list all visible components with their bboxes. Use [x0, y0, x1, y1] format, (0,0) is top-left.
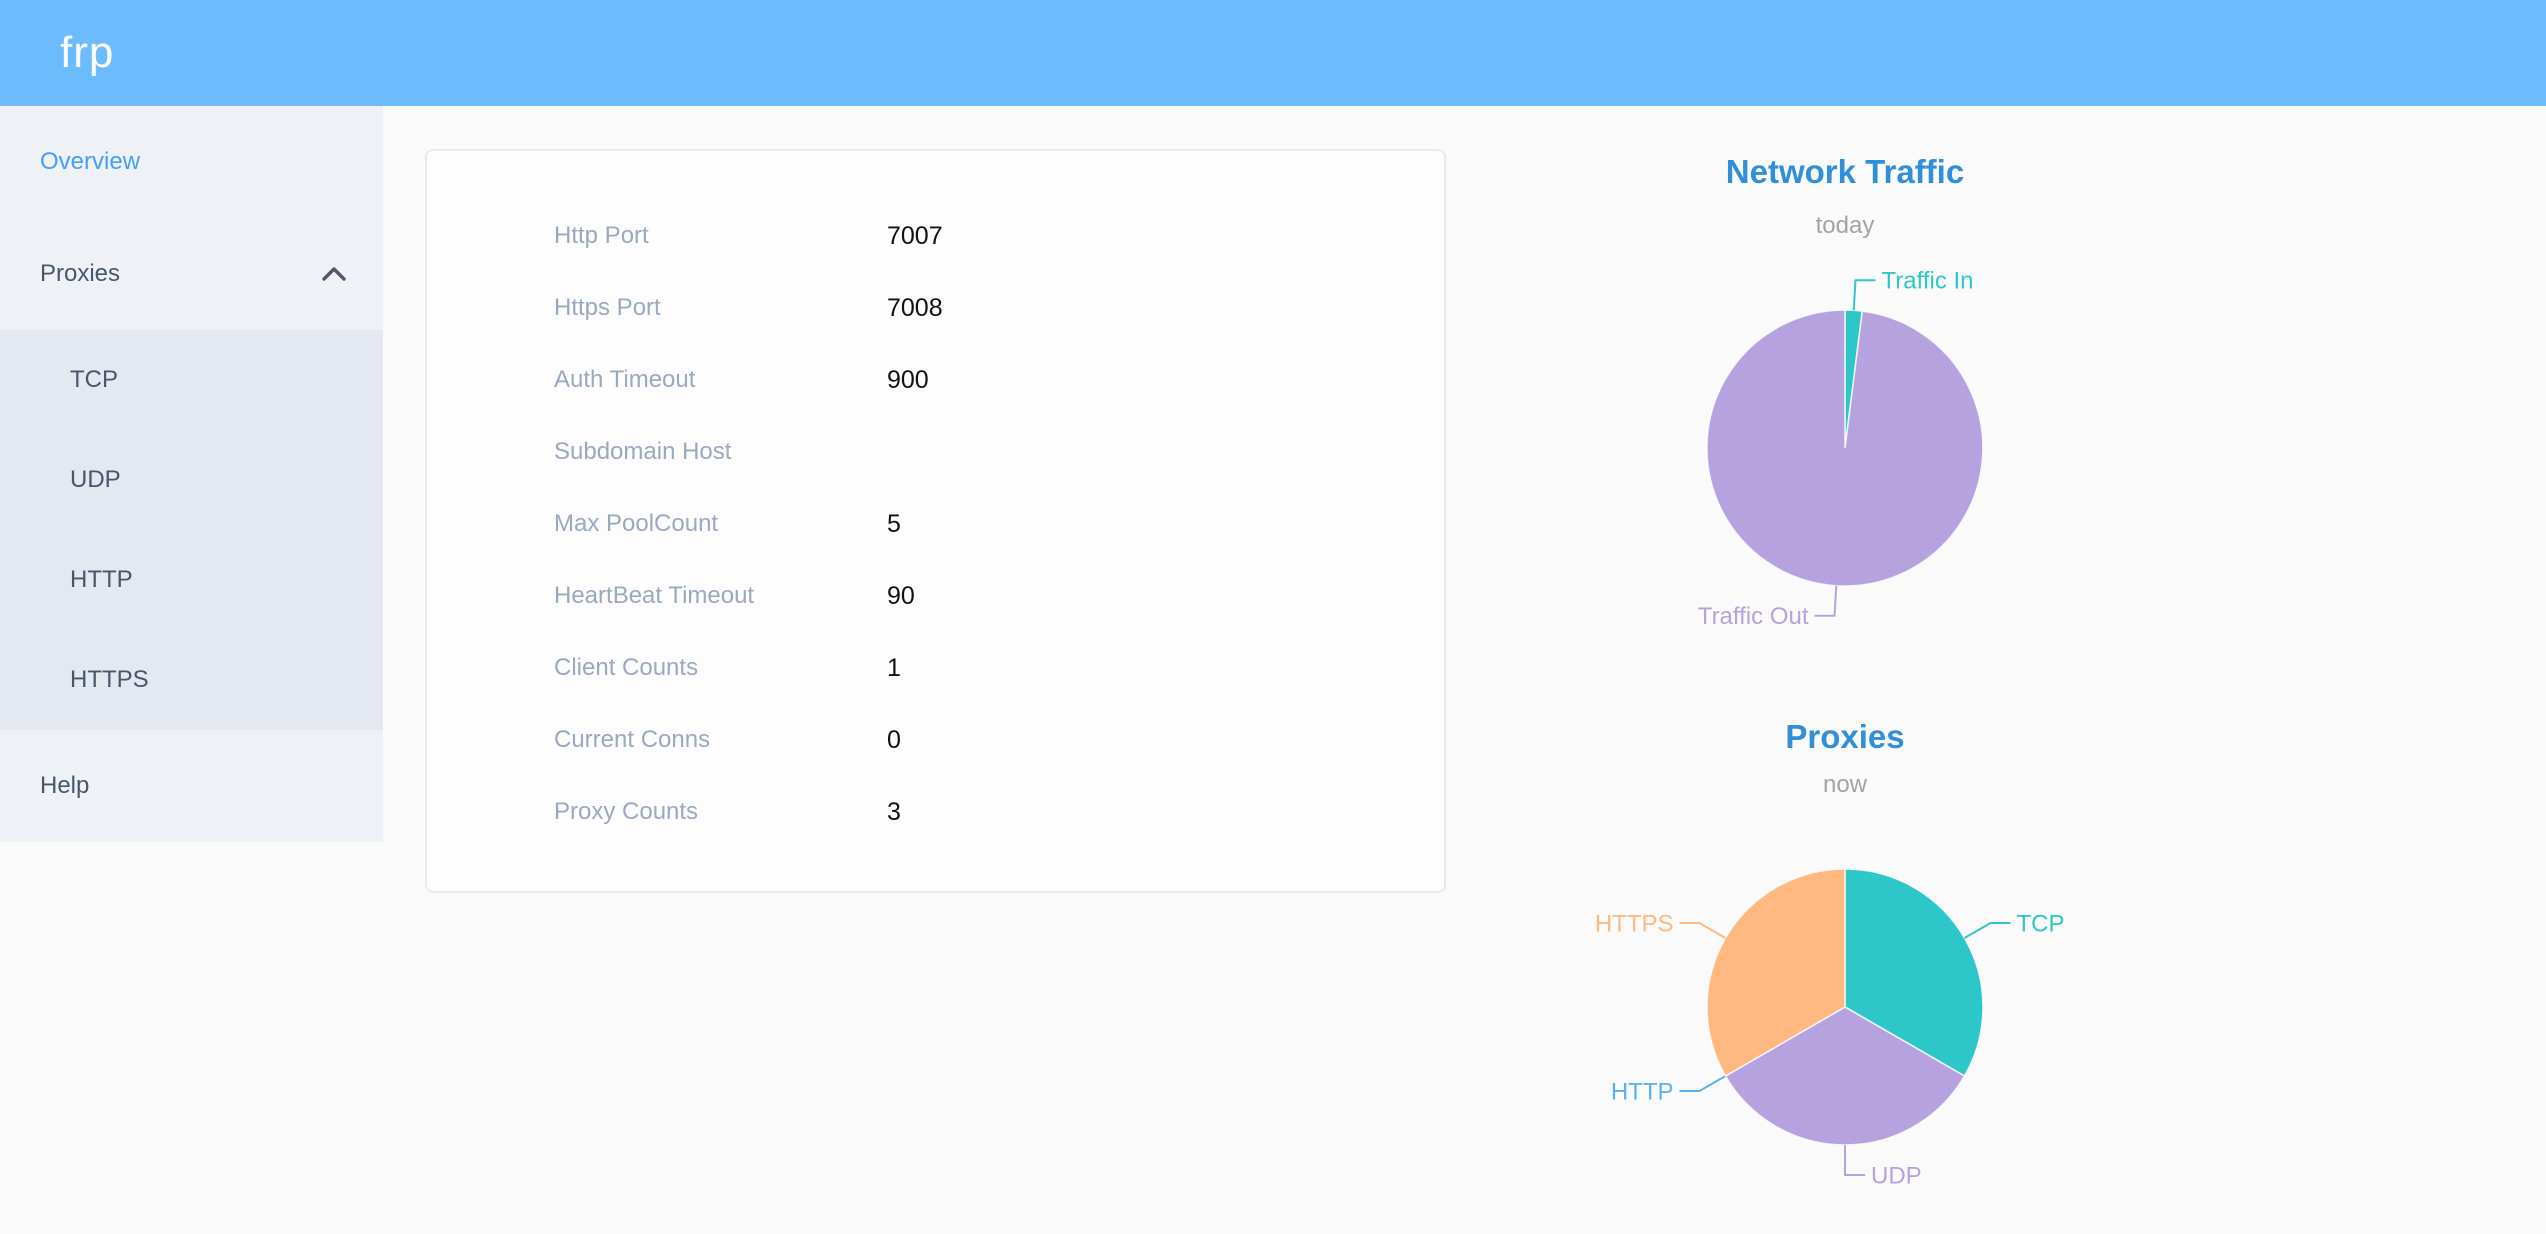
config-row-client-counts: Client Counts 1	[427, 632, 1444, 704]
sidebar-item-https[interactable]: HTTPS	[0, 630, 383, 730]
config-label: Client Counts	[554, 654, 699, 681]
sidebar-item-http[interactable]: HTTP	[0, 530, 383, 630]
pie-label-udp: UDP	[1871, 1162, 1922, 1189]
config-value: 7008	[887, 293, 943, 322]
sidebar: Overview Proxies TCP UDP HTTP HTTPS Help	[0, 106, 383, 842]
sidebar-item-label: Proxies	[40, 260, 121, 287]
pie-label-traffic-out: Traffic Out	[1698, 603, 1809, 630]
proxies-chart[interactable]: TCP UDP HTTP HTTPS	[1465, 807, 2225, 1227]
app-header: frp	[0, 0, 2546, 106]
config-row-max-poolcount: Max PoolCount 5	[427, 488, 1444, 560]
config-value: 3	[887, 797, 901, 826]
config-label: Auth Timeout	[554, 366, 696, 393]
label-line-tcp	[1964, 922, 2011, 939]
charts-panel: Network Traffic today Traffic In Traffic …	[1465, 106, 2225, 1234]
label-line-https	[1679, 922, 1726, 939]
config-label: Http Port	[554, 222, 649, 249]
network-traffic-subtitle: today	[1815, 212, 1875, 239]
proxies-title: Proxies	[1785, 718, 1905, 755]
pie-label-https: HTTPS	[1595, 910, 1674, 937]
config-label: Https Port	[554, 294, 661, 321]
label-line-udp	[1844, 1145, 1865, 1176]
config-value: 5	[887, 509, 901, 538]
sidebar-item-udp[interactable]: UDP	[0, 430, 383, 530]
proxies-subtitle: now	[1822, 771, 1868, 798]
config-label: HeartBeat Timeout	[554, 582, 755, 609]
config-value: 1	[887, 653, 901, 682]
config-label: Current Conns	[554, 726, 711, 753]
sidebar-item-label: HTTPS	[70, 666, 149, 693]
sidebar-item-overview[interactable]: Overview	[0, 106, 383, 218]
server-info-card: Http Port 7007 Https Port 7008 Auth Timeout 9…	[425, 149, 1446, 893]
pie-label-tcp: TCP	[2017, 910, 2065, 937]
config-value: 7007	[887, 221, 943, 250]
pie-slice-tcp[interactable]	[1844, 868, 1984, 1078]
sidebar-item-label: TCP	[70, 366, 118, 393]
label-line-traffic-out	[1814, 585, 1838, 617]
pie-slice-https[interactable]	[1706, 868, 1846, 1078]
sidebar-item-tcp[interactable]: TCP	[0, 330, 383, 430]
config-value: 0	[887, 725, 901, 754]
label-line-traffic-in	[1852, 279, 1876, 311]
pie-label-traffic-in: Traffic In	[1882, 268, 1974, 295]
sidebar-item-proxies[interactable]: Proxies	[0, 218, 383, 330]
app-logo: frp	[60, 28, 115, 77]
config-row-auth-timeout: Auth Timeout 900	[427, 344, 1444, 416]
sidebar-item-label: UDP	[70, 466, 121, 493]
config-label: Subdomain Host	[554, 438, 732, 465]
config-value: 90	[887, 581, 915, 610]
config-label: Max PoolCount	[554, 510, 719, 537]
pie-slice-udp[interactable]	[1724, 1006, 1966, 1146]
config-label: Proxy Counts	[554, 798, 699, 825]
pie-label-http: HTTP	[1611, 1078, 1674, 1105]
sidebar-submenu: TCP UDP HTTP HTTPS	[0, 330, 383, 730]
chevron-up-icon	[322, 267, 346, 281]
network-traffic-title: Network Traffic	[1725, 153, 1965, 190]
pie-slice-traffic-out[interactable]	[1706, 309, 1984, 587]
network-traffic-chart[interactable]: Traffic In Traffic Out	[1465, 248, 2225, 668]
sidebar-item-label: Help	[40, 772, 90, 799]
config-row-subdomain-host: Subdomain Host	[427, 416, 1444, 488]
config-row-http-port: Http Port 7007	[427, 200, 1444, 272]
sidebar-item-label: HTTP	[70, 566, 133, 593]
config-row-proxy-counts: Proxy Counts 3	[427, 776, 1444, 848]
config-row-heartbeat-timeout: HeartBeat Timeout 90	[427, 560, 1444, 632]
config-value: 900	[887, 365, 929, 394]
label-line-http	[1679, 1075, 1726, 1092]
config-row-current-conns: Current Conns 0	[427, 704, 1444, 776]
config-row-https-port: Https Port 7008	[427, 272, 1444, 344]
sidebar-item-help[interactable]: Help	[0, 730, 383, 842]
sidebar-item-label: Overview	[40, 148, 141, 175]
